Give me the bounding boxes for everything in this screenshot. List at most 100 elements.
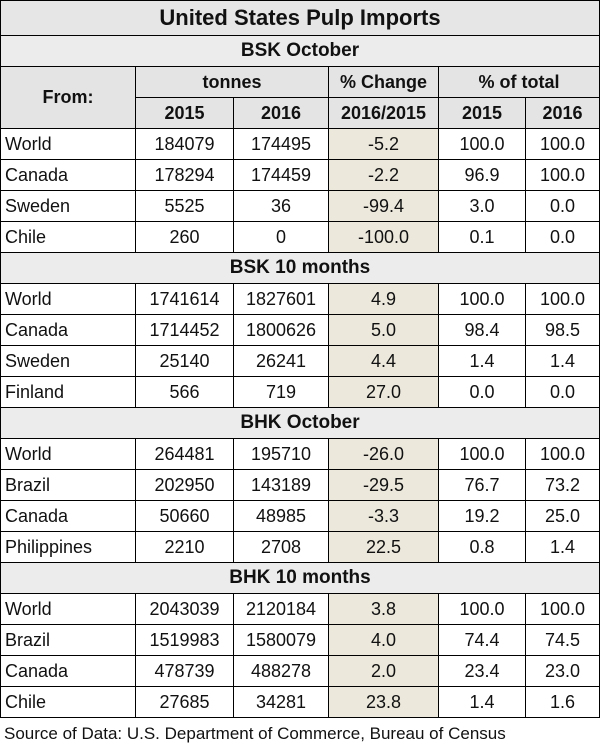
section-title: BHK October (0, 407, 600, 439)
header-year: 2015 (135, 97, 234, 129)
value-cell: 34281 (233, 686, 329, 718)
value-cell: 0.0 (525, 190, 600, 222)
table-row: World 1741614 1827601 4.9 100.0 100.0 (0, 283, 600, 315)
value-cell: 23.8 (328, 686, 439, 718)
value-cell: 74.4 (438, 624, 526, 656)
value-cell: 100.0 (525, 159, 600, 191)
value-cell: 26241 (233, 345, 329, 377)
value-cell: 0 (233, 221, 329, 253)
value-cell: -3.3 (328, 500, 439, 532)
value-cell: 1.4 (438, 345, 526, 377)
value-cell: 2210 (135, 531, 234, 563)
country: Philippines (0, 531, 136, 563)
value-cell: 27.0 (328, 376, 439, 408)
country: World (0, 438, 136, 470)
value-cell: -2.2 (328, 159, 439, 191)
value-cell: 25140 (135, 345, 234, 377)
value-cell: 4.4 (328, 345, 439, 377)
value-cell: 100.0 (438, 128, 526, 160)
value-cell: 100.0 (438, 438, 526, 470)
value-cell: 0.8 (438, 531, 526, 563)
value-cell: 2708 (233, 531, 329, 563)
table-row: Chile 260 0 -100.0 0.1 0.0 (0, 221, 600, 253)
table-row: BSK October (0, 35, 600, 67)
value-cell: 488278 (233, 655, 329, 687)
country: Sweden (0, 345, 136, 377)
value-cell: 3.8 (328, 593, 439, 625)
value-cell: 96.9 (438, 159, 526, 191)
header-year: 2016 (233, 97, 329, 129)
country: Brazil (0, 469, 136, 501)
table-row: Sweden 5525 36 -99.4 3.0 0.0 (0, 190, 600, 222)
value-cell: 100.0 (438, 283, 526, 315)
value-cell: 566 (135, 376, 234, 408)
value-cell: 3.0 (438, 190, 526, 222)
table-row: Philippines 2210 2708 22.5 0.8 1.4 (0, 531, 600, 563)
value-cell: 36 (233, 190, 329, 222)
table-row: Canada 1714452 1800626 5.0 98.4 98.5 (0, 314, 600, 346)
value-cell: 98.4 (438, 314, 526, 346)
value-cell: 2043039 (135, 593, 234, 625)
table-row: BHK October (0, 407, 600, 439)
value-cell: 1741614 (135, 283, 234, 315)
country: Canada (0, 159, 136, 191)
value-cell: 1.4 (438, 686, 526, 718)
country: Sweden (0, 190, 136, 222)
header-year: 2016/2015 (328, 97, 439, 129)
section-title: BHK 10 months (0, 562, 600, 594)
value-cell: 1.4 (525, 531, 600, 563)
source-note: Source of Data: U.S. Department of Comme… (4, 724, 506, 743)
value-cell: 1827601 (233, 283, 329, 315)
value-cell: 1.6 (525, 686, 600, 718)
value-cell: 27685 (135, 686, 234, 718)
value-cell: 98.5 (525, 314, 600, 346)
value-cell: 50660 (135, 500, 234, 532)
country: World (0, 283, 136, 315)
table-row: Canada 50660 48985 -3.3 19.2 25.0 (0, 500, 600, 532)
value-cell: 1580079 (233, 624, 329, 656)
value-cell: -100.0 (328, 221, 439, 253)
header-year: 2015 (438, 97, 526, 129)
value-cell: 1519983 (135, 624, 234, 656)
value-cell: 0.0 (525, 376, 600, 408)
value-cell: 195710 (233, 438, 329, 470)
country: World (0, 128, 136, 160)
table-row: World 2043039 2120184 3.8 100.0 100.0 (0, 593, 600, 625)
value-cell: 4.0 (328, 624, 439, 656)
value-cell: 48985 (233, 500, 329, 532)
section-title: BSK 10 months (0, 252, 600, 284)
country: Canada (0, 500, 136, 532)
table-row: Finland 566 719 27.0 0.0 0.0 (0, 376, 600, 408)
value-cell: 23.4 (438, 655, 526, 687)
table-row: World 264481 195710 -26.0 100.0 100.0 (0, 438, 600, 470)
value-cell: 0.1 (438, 221, 526, 253)
value-cell: -26.0 (328, 438, 439, 470)
value-cell: 260 (135, 221, 234, 253)
table-row: Canada 478739 488278 2.0 23.4 23.0 (0, 655, 600, 687)
value-cell: 100.0 (525, 593, 600, 625)
country: Canada (0, 655, 136, 687)
value-cell: 0.0 (525, 221, 600, 253)
value-cell: 76.7 (438, 469, 526, 501)
country: World (0, 593, 136, 625)
table-row: Canada 178294 174459 -2.2 96.9 100.0 (0, 159, 600, 191)
table-row: Brazil 202950 143189 -29.5 76.7 73.2 (0, 469, 600, 501)
table-row: Brazil 1519983 1580079 4.0 74.4 74.5 (0, 624, 600, 656)
value-cell: 1714452 (135, 314, 234, 346)
value-cell: 4.9 (328, 283, 439, 315)
value-cell: 174495 (233, 128, 329, 160)
value-cell: 5525 (135, 190, 234, 222)
header-tonnes: tonnes (135, 66, 329, 98)
value-cell: -5.2 (328, 128, 439, 160)
value-cell: 74.5 (525, 624, 600, 656)
value-cell: 174459 (233, 159, 329, 191)
country: Chile (0, 221, 136, 253)
value-cell: 73.2 (525, 469, 600, 501)
country: Brazil (0, 624, 136, 656)
value-cell: 0.0 (438, 376, 526, 408)
value-cell: 23.0 (525, 655, 600, 687)
value-cell: 1.4 (525, 345, 600, 377)
table-row: World 184079 174495 -5.2 100.0 100.0 (0, 128, 600, 160)
table-title: United States Pulp Imports (0, 0, 600, 36)
